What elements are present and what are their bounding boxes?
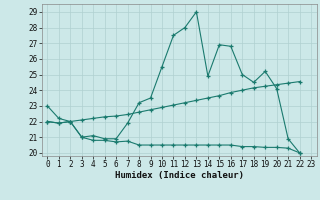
X-axis label: Humidex (Indice chaleur): Humidex (Indice chaleur)	[115, 171, 244, 180]
